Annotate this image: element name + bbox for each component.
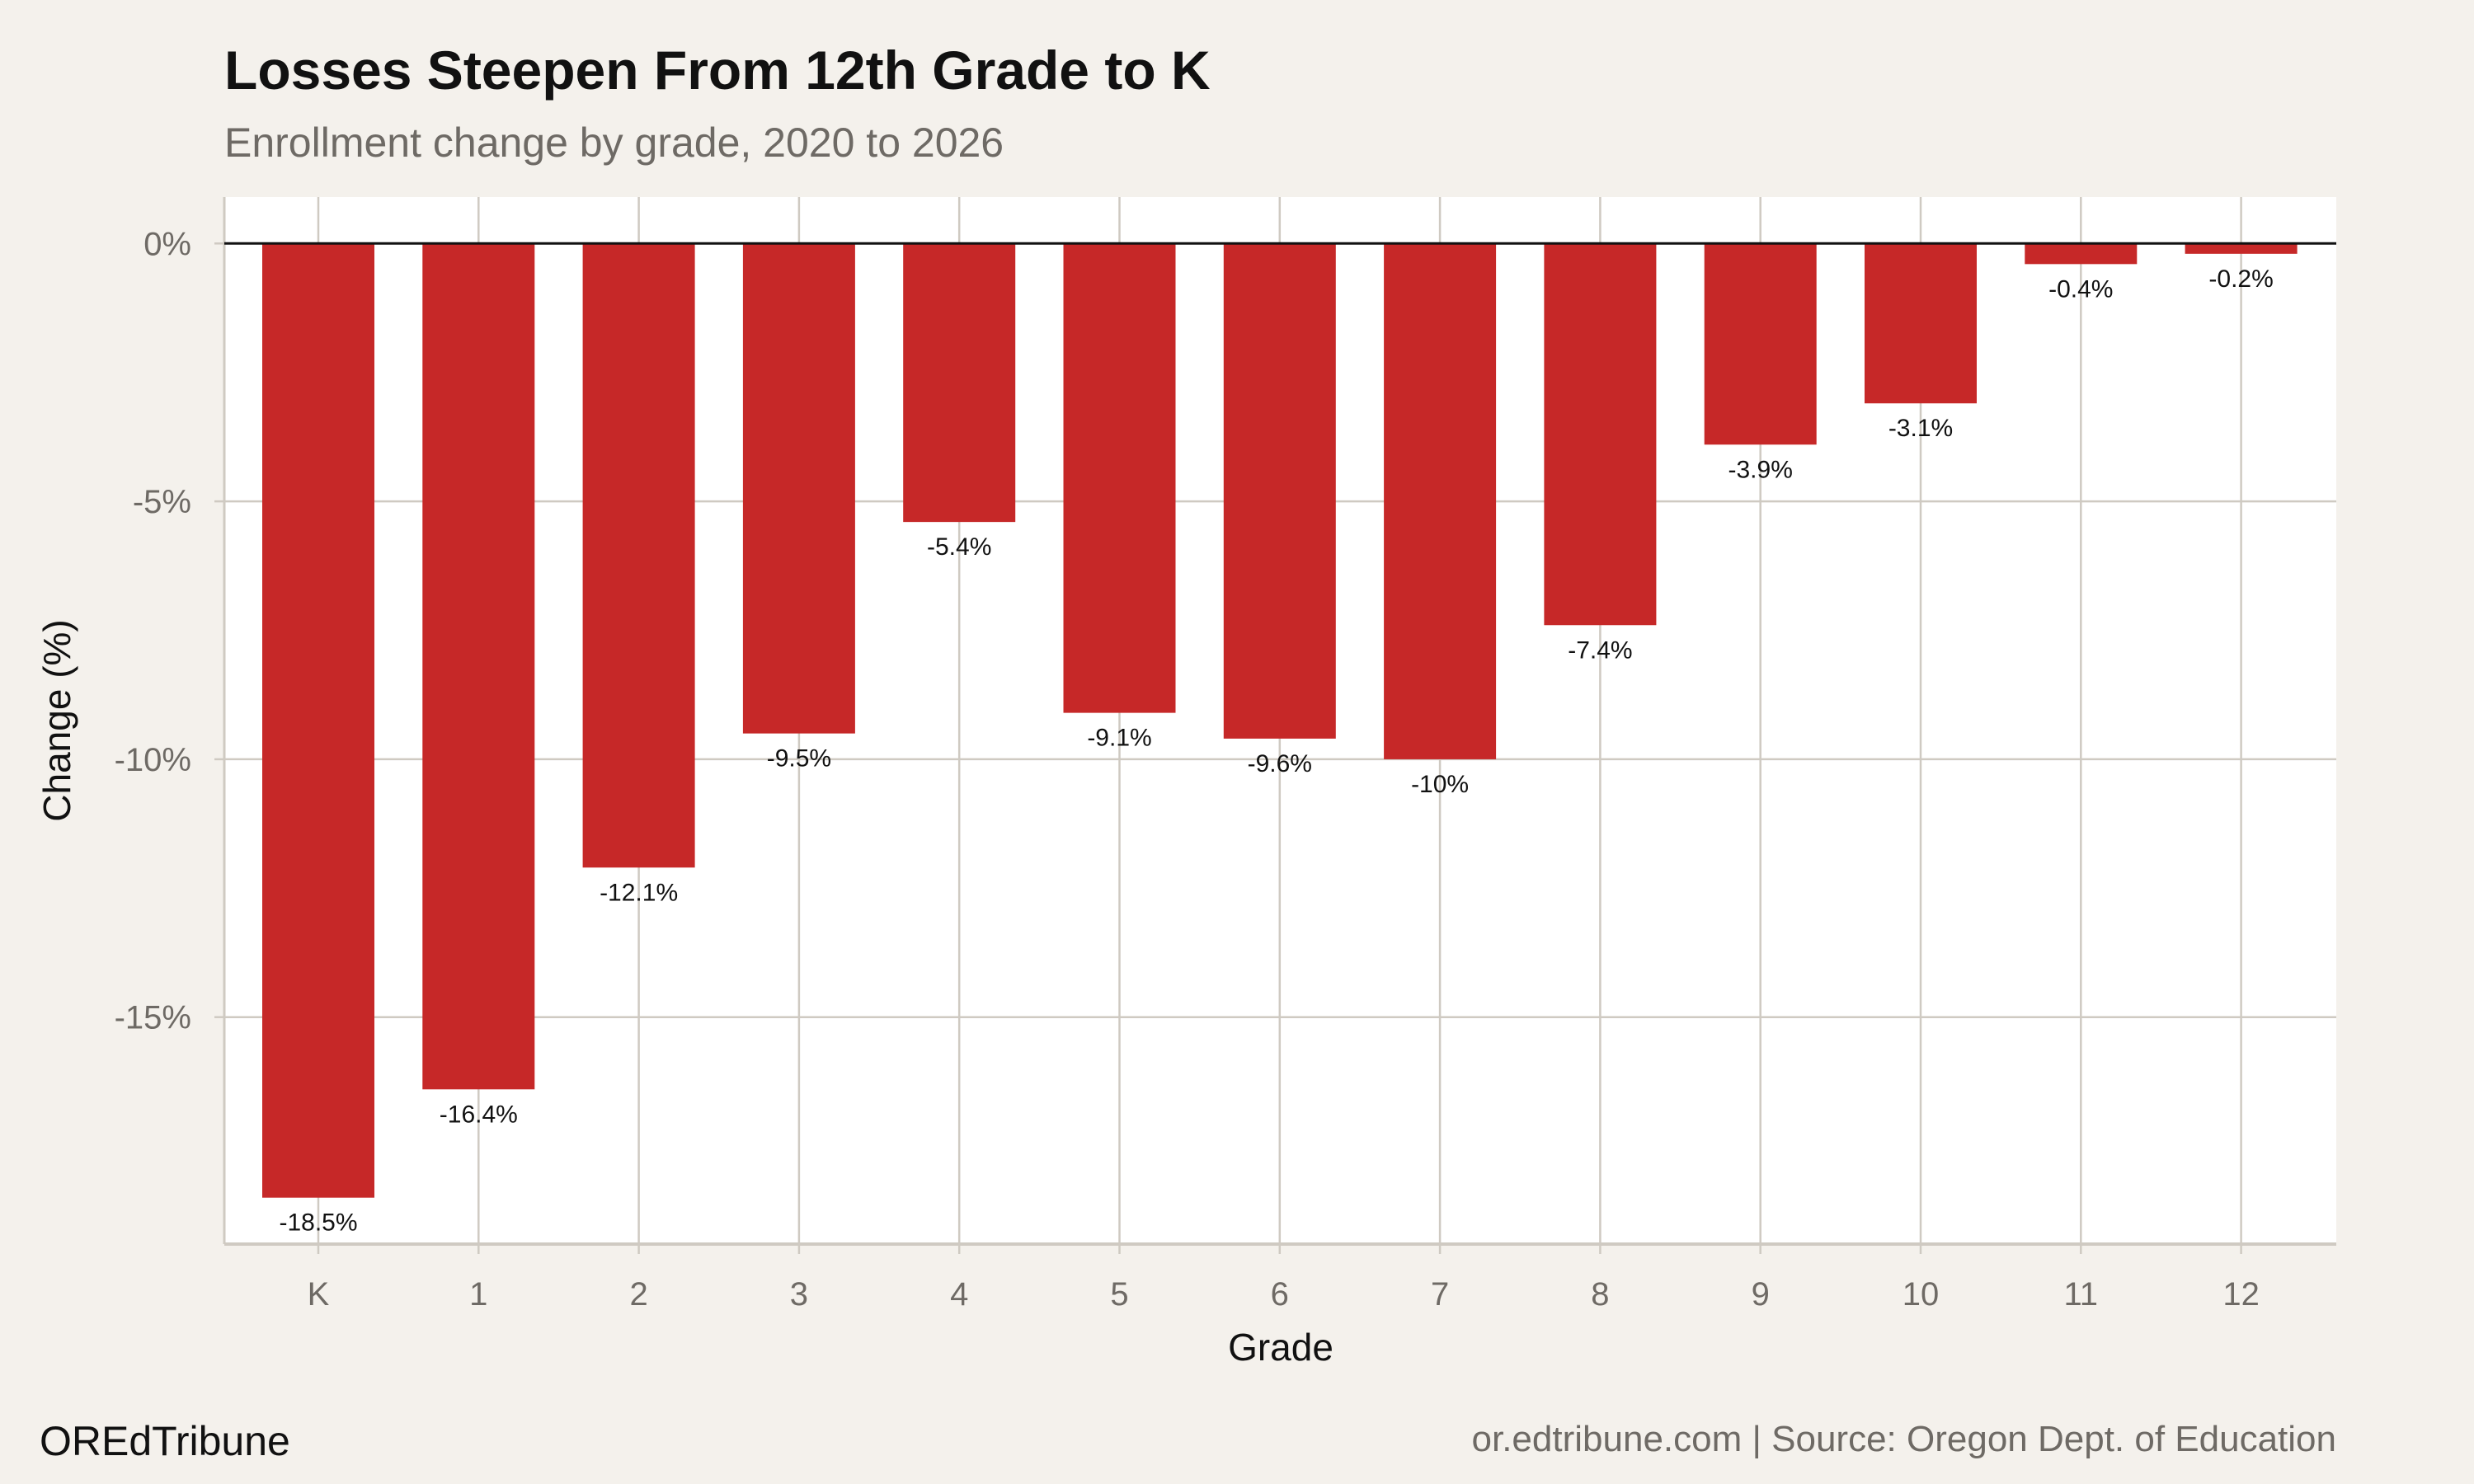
bar-grade-2 (582, 243, 695, 868)
chart-title: Losses Steepen From 12th Grade to K (224, 40, 1211, 101)
bar-value-label: -7.4% (1568, 636, 1632, 664)
y-tick-label: 0% (143, 226, 191, 262)
x-tick-label: 12 (2222, 1276, 2260, 1313)
x-axis-title: Grade (1228, 1326, 1333, 1369)
bar-grade-3 (742, 243, 855, 734)
bars (224, 242, 2336, 1198)
bar-value-label: -0.4% (2048, 275, 2113, 303)
x-tick-label: 4 (950, 1276, 968, 1313)
bar-grade-12 (2185, 243, 2298, 254)
x-tick-label: 11 (2064, 1276, 2099, 1313)
bar-value-label: -3.1% (1888, 415, 1953, 442)
bar-grade-6 (1223, 243, 1336, 739)
x-tick-label: 6 (1271, 1276, 1289, 1313)
bar-value-label: -0.2% (2208, 265, 2273, 293)
bar-value-label: -3.9% (1729, 456, 1793, 483)
bar-value-label: -18.5% (279, 1209, 357, 1237)
y-axis-title: Change (%) (35, 619, 78, 821)
bar-value-label: -9.6% (1248, 750, 1312, 777)
x-axis-ticks: K 1 2 3 4 5 6 7 8 9 10 11 12 (308, 1244, 2260, 1313)
bar-value-label: -12.1% (600, 879, 678, 906)
bar-grade-10 (1865, 243, 1977, 404)
bar-grade-K (262, 243, 374, 1198)
y-tick-label: -10% (115, 742, 191, 778)
bar-value-label: -5.4% (927, 533, 991, 561)
x-tick-label: 8 (1591, 1276, 1609, 1313)
y-tick-label: -5% (133, 484, 191, 520)
x-tick-label: 5 (1110, 1276, 1128, 1313)
bar-grade-5 (1063, 243, 1176, 713)
brand-logo-text: OREdTribune (40, 1418, 290, 1464)
y-axis-ticks: 0% -5% -10% -15% (115, 226, 224, 1036)
x-tick-label: 3 (790, 1276, 808, 1313)
bar-grade-8 (1544, 243, 1657, 626)
bar-grade-11 (2025, 243, 2138, 265)
bar-grade-9 (1704, 243, 1817, 445)
bar-grade-7 (1384, 243, 1497, 759)
bar-grade-1 (422, 243, 535, 1090)
y-tick-label: -15% (115, 1000, 191, 1036)
chart-subtitle: Enrollment change by grade, 2020 to 2026 (224, 120, 1004, 166)
data-labels: -18.5% -16.4% -12.1% -9.5% -5.4% -9.1% -9.6% -1… (279, 265, 2273, 1237)
bar-grade-4 (903, 243, 1016, 523)
x-tick-label: 9 (1752, 1276, 1770, 1313)
x-tick-label: 10 (1903, 1276, 1940, 1313)
x-tick-label: 7 (1431, 1276, 1449, 1313)
bar-value-label: -9.1% (1087, 725, 1151, 752)
x-tick-label: 1 (469, 1276, 487, 1313)
x-tick-label: K (308, 1276, 330, 1313)
bar-value-label: -16.4% (440, 1101, 518, 1128)
x-tick-label: 2 (629, 1276, 647, 1313)
bar-value-label: -9.5% (767, 745, 831, 773)
bar-value-label: -10% (1411, 771, 1469, 798)
source-note: or.edtribune.com | Source: Oregon Dept. … (1472, 1419, 2336, 1459)
